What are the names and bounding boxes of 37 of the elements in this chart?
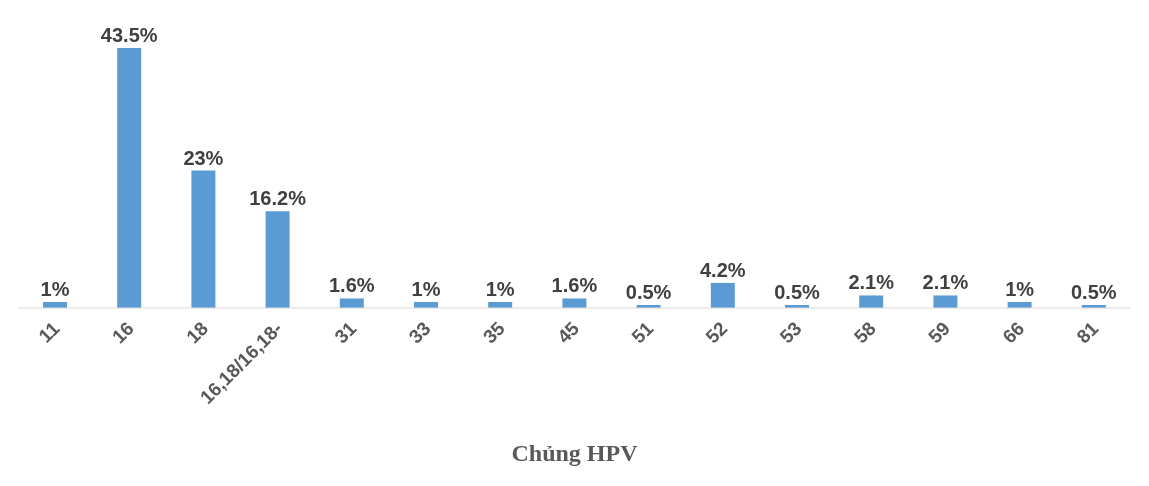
x-tick-label: 51 — [627, 317, 658, 348]
x-tick-label: 59 — [924, 317, 954, 348]
data-label: 1.6% — [329, 274, 375, 297]
bar — [265, 211, 290, 308]
data-label: 0.5% — [774, 281, 821, 304]
data-label: 1.6% — [551, 274, 598, 297]
data-label: 0.5% — [1071, 281, 1117, 304]
x-tick-label: 16 — [107, 317, 138, 348]
x-axis-title: Chủng HPV — [510, 440, 639, 467]
x-tick-label: 45 — [553, 317, 584, 348]
data-label: 16.2% — [249, 187, 307, 210]
data-label: 0.5% — [625, 281, 672, 304]
x-tick-label: 31 — [330, 317, 361, 348]
bar — [710, 282, 735, 308]
data-label: 1% — [411, 278, 441, 301]
x-tick-label: 11 — [34, 317, 64, 347]
x-tick-label: 33 — [404, 317, 435, 348]
data-label: 1% — [40, 278, 70, 301]
data-label: 2.1% — [922, 271, 969, 294]
x-tick-label: 58 — [849, 317, 880, 348]
bar — [191, 170, 216, 308]
data-label: 1% — [1005, 278, 1035, 301]
bar — [562, 298, 587, 308]
data-label: 23% — [183, 146, 224, 169]
bar — [933, 295, 958, 308]
data-label: 2.1% — [848, 271, 895, 294]
x-tick-label: 52 — [701, 317, 732, 348]
bar — [339, 298, 364, 308]
bar — [859, 295, 884, 308]
x-tick-label: 66 — [998, 317, 1029, 348]
data-label: 4.2% — [700, 258, 746, 281]
data-label: 43.5% — [100, 24, 158, 46]
x-tick-label: 81 — [1072, 317, 1103, 348]
bar — [117, 48, 142, 308]
x-tick-label: 35 — [478, 317, 510, 348]
x-tick-label: 53 — [775, 317, 806, 348]
data-label: 1% — [485, 278, 515, 301]
